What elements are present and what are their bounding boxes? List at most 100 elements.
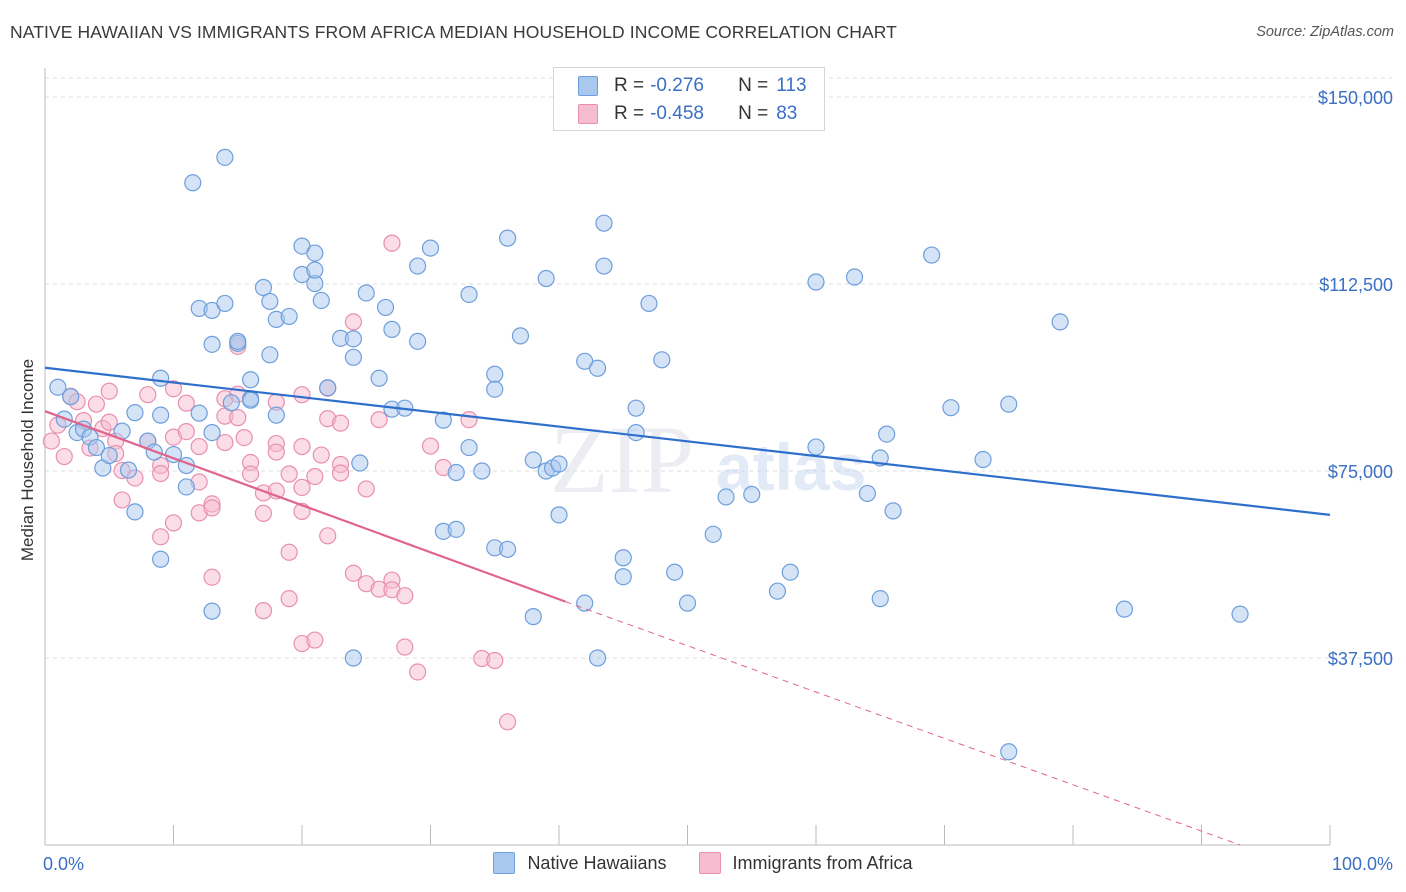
y-tick-label: $150,000 (1318, 88, 1393, 108)
data-point (216, 294, 234, 313)
data-point (376, 298, 395, 317)
series-native-hawaiians (49, 148, 1249, 761)
data-point (152, 369, 170, 387)
legend-item-native-hawaiians[interactable]: Native Hawaiians (493, 852, 667, 874)
data-point (242, 465, 260, 483)
data-point (396, 638, 414, 656)
data-point (447, 463, 465, 482)
data-point (152, 464, 170, 483)
data-point (312, 291, 330, 310)
trend-line-immigrants-from-africa (44, 410, 566, 603)
series-immigrants-from-africa (42, 234, 517, 731)
data-point (203, 335, 221, 353)
data-point (190, 437, 208, 456)
data-point (254, 602, 273, 620)
trend-line-extension (565, 601, 1241, 846)
watermark: ZIP atlas (550, 406, 866, 513)
data-point (499, 540, 517, 558)
legend-n-label: N = (738, 103, 769, 124)
data-point (87, 395, 106, 413)
data-point (62, 388, 80, 406)
legend-r-value: -0.276 (650, 75, 704, 96)
legend-r-value: -0.458 (650, 103, 704, 124)
data-point (254, 278, 273, 297)
legend-item-immigrants-from-africa[interactable]: Immigrants from Africa (698, 852, 913, 874)
data-point (261, 346, 279, 364)
data-point (306, 467, 324, 486)
data-point (614, 568, 632, 586)
data-point (460, 411, 478, 429)
data-point (190, 404, 208, 422)
legend-r-label: R = (614, 103, 645, 124)
data-point (254, 504, 273, 522)
chart-title: NATIVE HAWAIIAN VS IMMIGRANTS FROM AFRIC… (10, 22, 897, 42)
data-point (55, 447, 73, 466)
data-point (421, 239, 440, 257)
data-point (203, 568, 221, 586)
y-tick-label: $37,500 (1328, 649, 1393, 669)
data-point (242, 371, 260, 389)
data-point (306, 261, 324, 279)
data-point (511, 327, 530, 345)
data-point (743, 485, 761, 504)
data-point (576, 594, 594, 612)
data-point (627, 399, 645, 417)
data-point (499, 713, 517, 731)
data-point (383, 234, 401, 252)
data-point (923, 246, 941, 264)
watermark-zip: ZIP (550, 406, 694, 513)
correlation-legend: R = -0.276 N = 113 R = -0.458 N = 83 (553, 67, 825, 131)
y-axis-label: Median Household Income (18, 358, 37, 562)
data-point (370, 369, 388, 387)
tick-labels: $37,500 $75,000 $112,500 $150,000 0.0% 100.0% (43, 88, 1393, 874)
data-point (1115, 600, 1134, 618)
data-point (878, 425, 896, 443)
data-point (293, 437, 311, 456)
data-point (409, 257, 427, 275)
data-point (177, 423, 195, 441)
data-point (280, 543, 298, 561)
data-point (486, 651, 504, 670)
data-point (267, 443, 285, 461)
data-point (344, 330, 362, 348)
data-point (177, 394, 195, 412)
data-point (357, 284, 375, 302)
data-point (1000, 743, 1018, 761)
data-point (807, 438, 825, 456)
trend-line-native-hawaiians (44, 366, 1331, 516)
data-point (100, 413, 118, 431)
data-point (845, 268, 864, 286)
legend-swatch-pink (698, 852, 721, 874)
data-point (473, 462, 491, 480)
data-point (499, 229, 517, 247)
source-label: Source: ZipAtlas.com (1256, 24, 1394, 40)
legend-swatch-blue (493, 852, 516, 874)
legend-row-native-hawaiians: R = -0.276 N = 113 (578, 74, 807, 98)
data-point (164, 514, 183, 532)
data-point (280, 465, 298, 483)
data-point (595, 214, 613, 232)
data-point (486, 380, 504, 398)
legend-swatch-blue (578, 76, 598, 96)
data-point (100, 446, 118, 465)
data-point (312, 446, 330, 464)
data-point (550, 506, 568, 524)
data-point (595, 257, 613, 275)
data-point (640, 294, 658, 313)
trend-lines (44, 366, 1331, 846)
data-point (229, 409, 247, 427)
axes (44, 68, 1331, 846)
data-point (434, 411, 452, 429)
data-point (537, 269, 555, 288)
y-tick-label: $112,500 (1319, 275, 1393, 295)
data-point (717, 488, 735, 506)
data-point (113, 491, 131, 509)
data-point (460, 438, 478, 457)
data-point (447, 520, 465, 538)
data-point (152, 406, 170, 424)
data-point (396, 587, 414, 605)
data-point (409, 663, 427, 681)
data-point (344, 649, 362, 667)
data-point (942, 399, 960, 417)
data-point (678, 594, 697, 612)
